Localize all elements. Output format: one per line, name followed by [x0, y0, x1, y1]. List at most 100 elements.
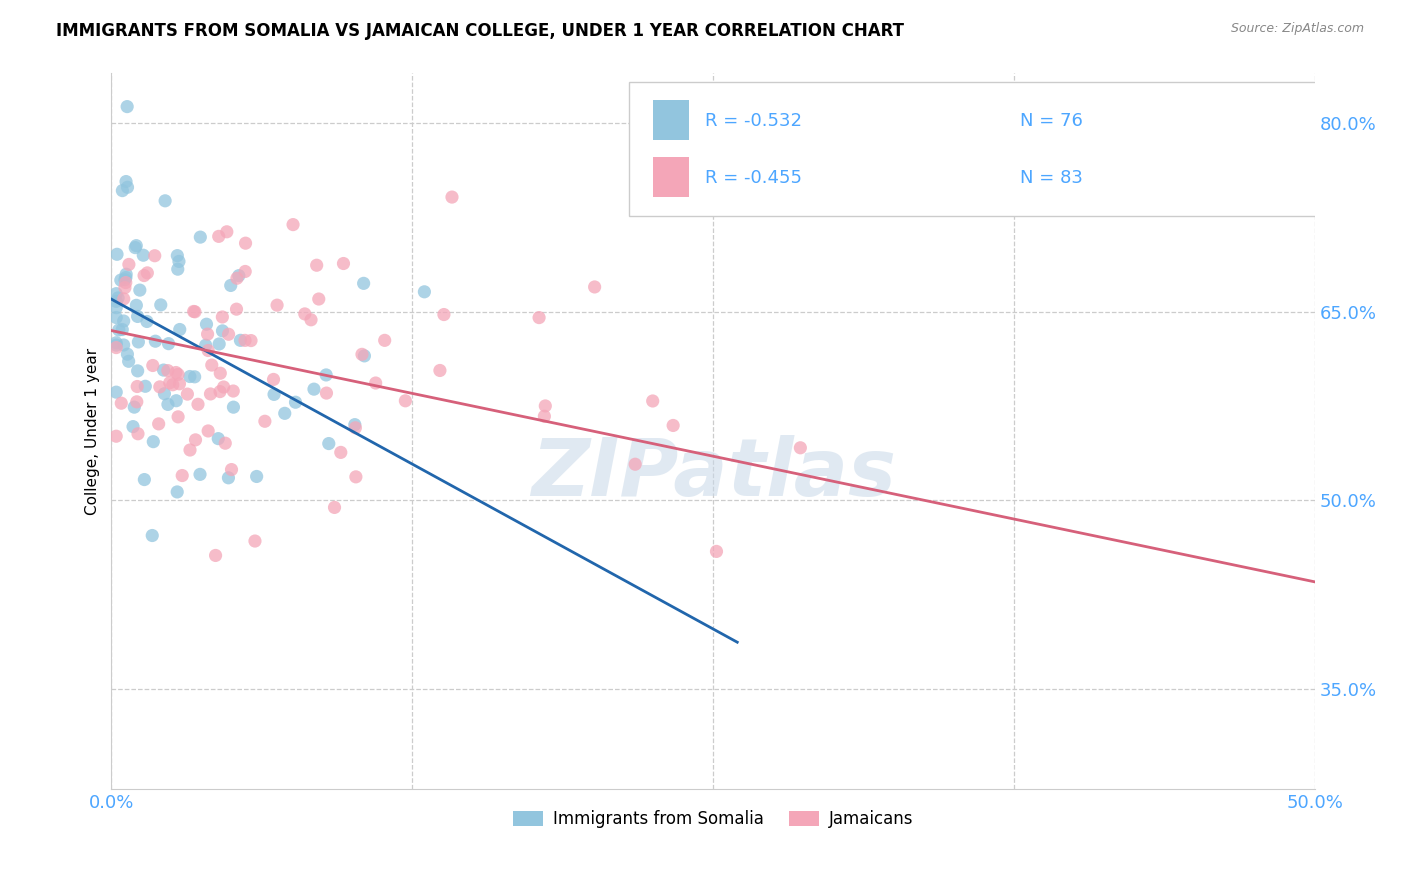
Point: [115, 267, 138, 281]
Legend: Immigrants from Somalia, Jamaicans: Immigrants from Somalia, Jamaicans: [506, 804, 920, 835]
Point: [124, 241, 146, 255]
Point: [105, 338, 128, 352]
Point: [176, 387, 198, 401]
FancyBboxPatch shape: [628, 81, 1322, 216]
Point: [143, 249, 166, 263]
Point: [299, 313, 322, 327]
Point: [179, 443, 201, 458]
Point: [281, 218, 304, 232]
Point: [105, 301, 128, 315]
Point: [127, 364, 149, 378]
Point: [211, 310, 233, 324]
Point: [142, 434, 165, 449]
Point: [197, 424, 219, 438]
Point: [323, 500, 346, 515]
Point: [142, 359, 165, 373]
Point: [188, 467, 211, 482]
Point: [127, 379, 149, 393]
Point: [153, 386, 176, 401]
Point: [149, 298, 172, 312]
Point: [221, 462, 243, 476]
Point: [533, 409, 555, 424]
Point: [105, 335, 128, 350]
Point: [105, 385, 128, 400]
Point: [111, 184, 134, 198]
Point: [266, 298, 288, 312]
Point: [583, 280, 606, 294]
Point: [127, 426, 149, 441]
Point: [226, 271, 249, 285]
Point: [332, 256, 354, 270]
Point: [162, 377, 184, 392]
Point: [243, 534, 266, 549]
Point: [263, 387, 285, 401]
Point: [167, 254, 190, 268]
Point: [111, 322, 134, 336]
Point: [624, 457, 647, 471]
Point: [263, 372, 285, 386]
Point: [105, 286, 128, 301]
Point: [134, 379, 156, 393]
Point: [253, 414, 276, 428]
Text: N = 83: N = 83: [1021, 169, 1083, 187]
Point: [117, 354, 139, 368]
Point: [167, 368, 190, 382]
Point: [117, 347, 139, 361]
Point: [122, 400, 145, 414]
Point: [169, 376, 191, 391]
Point: [200, 387, 222, 401]
Point: [145, 334, 167, 349]
Point: [246, 469, 269, 483]
Text: N = 76: N = 76: [1021, 112, 1083, 130]
Text: ZIPatlas: ZIPatlas: [530, 435, 896, 513]
Point: [413, 285, 436, 299]
Point: [112, 338, 135, 352]
Point: [527, 310, 550, 325]
Point: [157, 336, 180, 351]
Point: [125, 238, 148, 252]
Point: [329, 445, 352, 459]
Point: [219, 278, 242, 293]
Point: [115, 175, 138, 189]
Point: [184, 433, 207, 447]
Point: [344, 421, 367, 435]
Point: [118, 257, 141, 271]
Point: [350, 347, 373, 361]
Point: [284, 395, 307, 409]
Point: [364, 376, 387, 390]
Point: [318, 436, 340, 450]
Point: [110, 396, 132, 410]
Point: [149, 380, 172, 394]
Point: [183, 369, 205, 384]
Point: [225, 302, 247, 317]
Point: [122, 419, 145, 434]
Point: [165, 366, 187, 380]
Point: [789, 441, 811, 455]
Point: [117, 180, 139, 194]
Point: [148, 417, 170, 431]
Bar: [652, 100, 689, 139]
Point: [125, 394, 148, 409]
Point: [662, 418, 685, 433]
Point: [229, 334, 252, 348]
Point: [184, 305, 207, 319]
Point: [114, 280, 136, 294]
Point: [166, 262, 188, 277]
Point: [343, 417, 366, 432]
Point: [115, 100, 138, 114]
Point: [641, 394, 664, 409]
Point: [235, 236, 257, 251]
Point: [218, 327, 240, 342]
Point: [134, 473, 156, 487]
Point: [194, 338, 217, 352]
Point: [233, 334, 256, 348]
Point: [108, 323, 131, 337]
Point: [105, 247, 128, 261]
Point: [222, 384, 245, 398]
Point: [211, 324, 233, 338]
Point: [112, 314, 135, 328]
Point: [132, 248, 155, 262]
Point: [156, 397, 179, 411]
Text: IMMIGRANTS FROM SOMALIA VS JAMAICAN COLLEGE, UNDER 1 YEAR CORRELATION CHART: IMMIGRANTS FROM SOMALIA VS JAMAICAN COLL…: [56, 22, 904, 40]
Point: [207, 432, 229, 446]
